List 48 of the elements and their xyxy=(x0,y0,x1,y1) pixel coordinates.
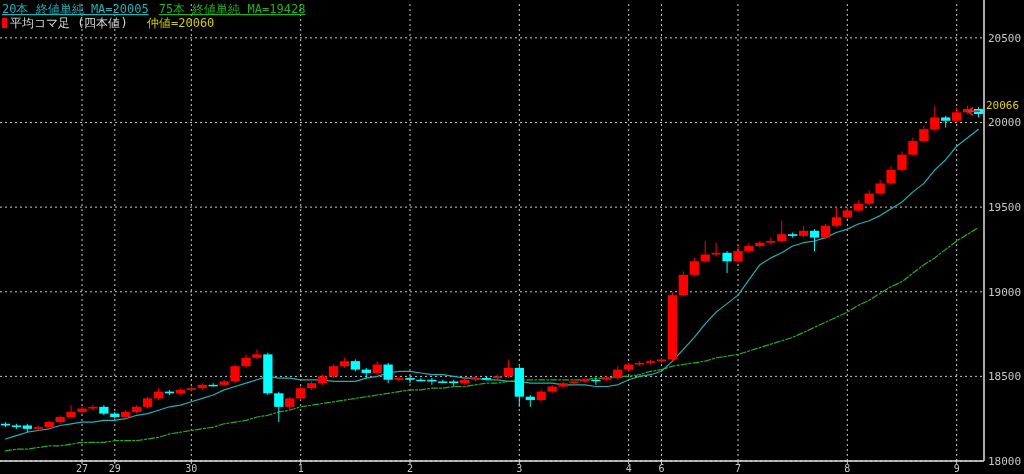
x-tick-label: 6 xyxy=(658,463,665,474)
x-tick-label: 27 xyxy=(75,463,89,474)
candlestick xyxy=(722,250,732,274)
annotation: 仲値=20060 xyxy=(147,16,215,30)
y-tick-label: 19000 xyxy=(988,285,1022,299)
x-tick-label: 3 xyxy=(516,463,523,474)
candlestick xyxy=(744,242,754,254)
candlestick xyxy=(230,364,240,384)
candlestick xyxy=(733,243,743,264)
candlestick xyxy=(66,404,76,420)
x-tick-label: 7 xyxy=(734,463,742,474)
ref-line-label: 20066 xyxy=(986,99,1020,113)
x-tick-label: 2 xyxy=(406,463,414,474)
candlestick xyxy=(503,358,514,379)
candlestick xyxy=(55,414,65,425)
legend-label: 平均コマ足 (四本値) xyxy=(10,16,128,30)
candlestick xyxy=(383,362,393,384)
y-tick-label: 20000 xyxy=(988,116,1022,130)
candlestick xyxy=(809,228,820,252)
candlestick xyxy=(274,391,284,423)
x-tick-label: 4 xyxy=(625,463,632,474)
y-tick-label: 18500 xyxy=(988,370,1022,384)
candlestick xyxy=(77,406,87,415)
x-tick-label: 29 xyxy=(108,463,121,474)
x-tick-label: 9 xyxy=(953,463,960,474)
candlestick xyxy=(831,206,842,228)
candlestick xyxy=(678,270,688,298)
text: 75本 終値単純 MA=19428 xyxy=(158,2,306,16)
candlestick xyxy=(405,375,415,384)
y-tick-label: 18000 xyxy=(988,455,1022,468)
candlestick xyxy=(755,240,765,249)
candlestick xyxy=(88,404,98,411)
text: 20本 終値単純 MA=20005 xyxy=(2,2,149,16)
candlestick xyxy=(252,348,262,360)
x-tick-label: 8 xyxy=(844,463,851,474)
y-tick-label: 19500 xyxy=(988,201,1022,215)
candlestick xyxy=(930,105,940,132)
candlestick xyxy=(886,165,896,186)
candlestick xyxy=(394,375,404,382)
y-tick-label: 20500 xyxy=(988,31,1022,45)
x-tick-label: 1 xyxy=(297,463,304,474)
candlestick xyxy=(569,379,579,386)
candlestick xyxy=(908,137,918,157)
candlestick xyxy=(897,150,907,173)
candlestick xyxy=(689,257,699,278)
candlestick xyxy=(777,220,787,244)
candlestick xyxy=(711,242,721,257)
x-tick-label: 30 xyxy=(185,463,198,474)
